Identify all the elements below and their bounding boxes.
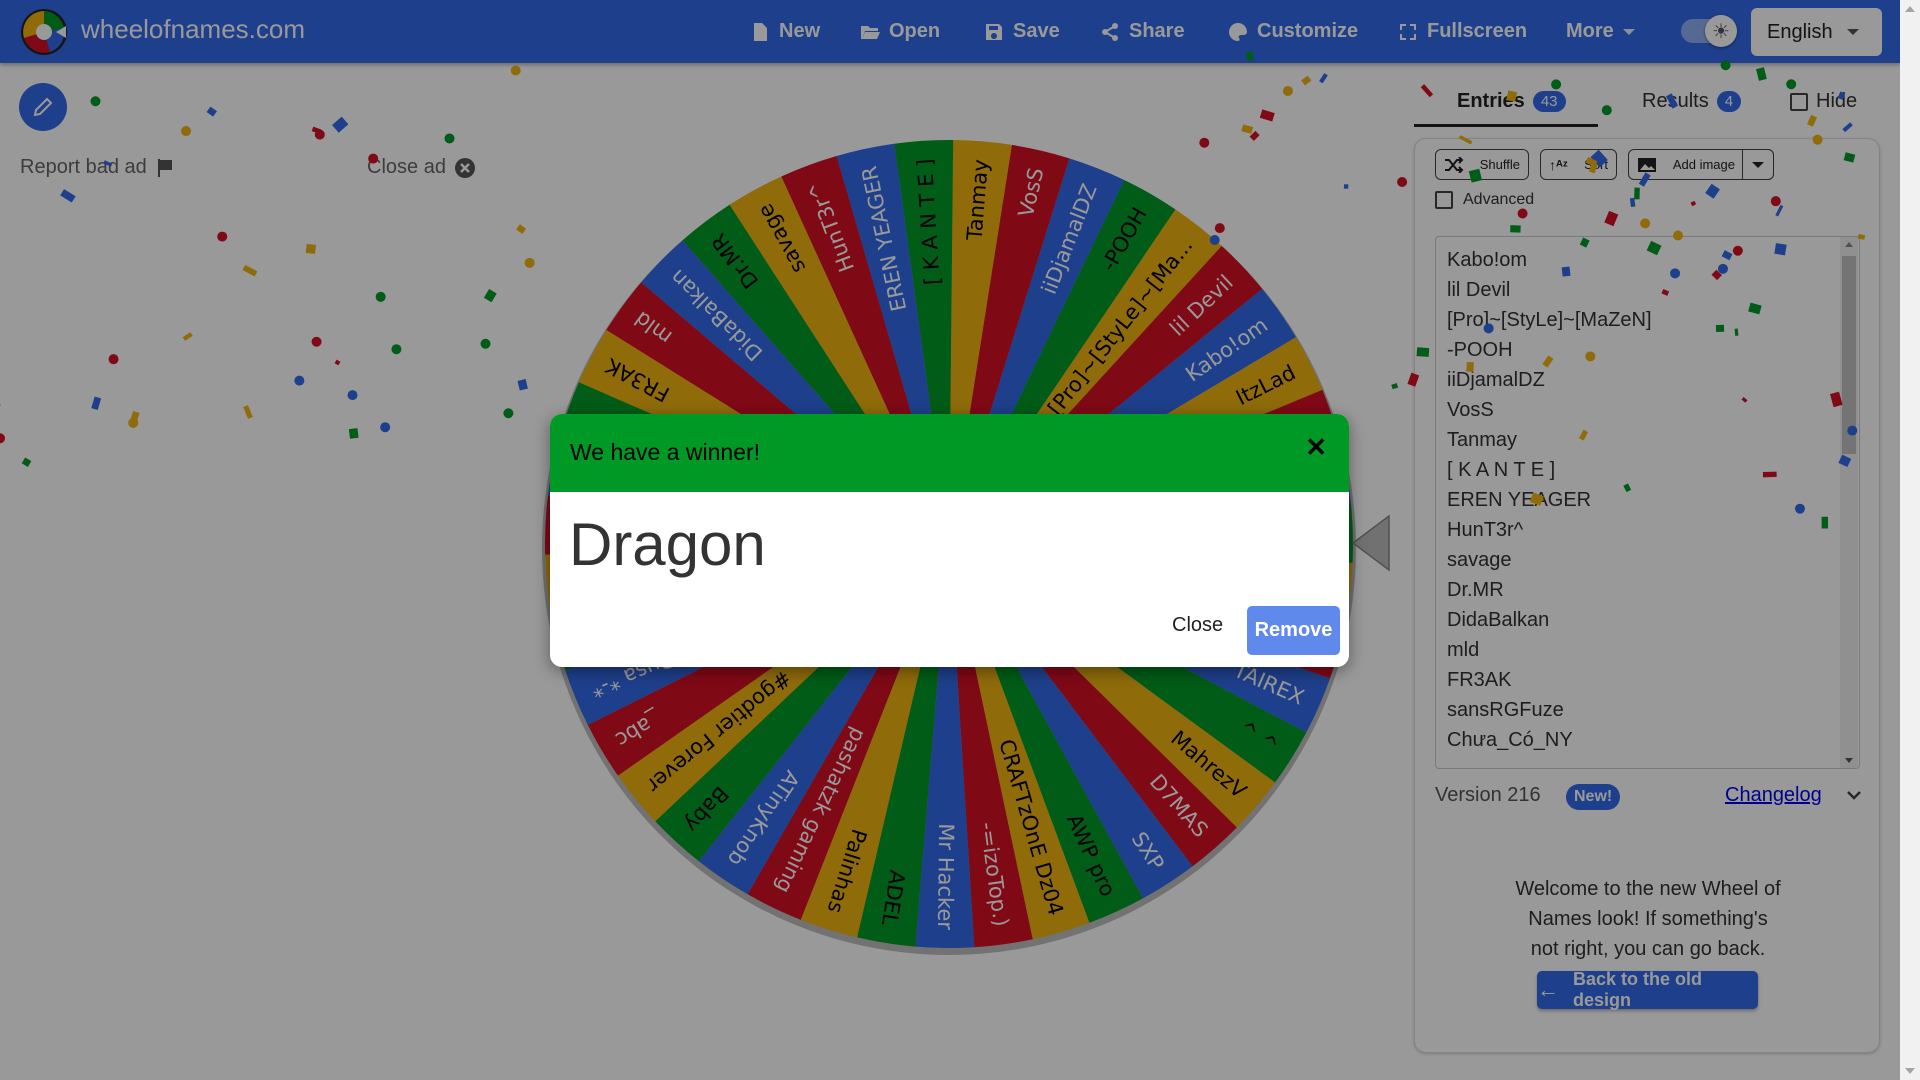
save-label: Save — [1013, 20, 1060, 42]
shuffle-icon — [1445, 156, 1464, 173]
folder-open-icon — [861, 25, 880, 39]
language-label: English — [1767, 20, 1833, 43]
active-tab-indicator — [1414, 124, 1598, 127]
back-button-label: Back to the old design — [1573, 969, 1703, 1010]
entries-scrollbar[interactable] — [1840, 237, 1858, 768]
add-image-dropdown[interactable] — [1742, 149, 1774, 180]
version-row: Version 216 New! Changelog — [1435, 784, 1861, 814]
wheel-pointer-icon — [1351, 514, 1390, 572]
advanced-label: Advanced — [1463, 191, 1535, 208]
arrow-left-icon: ← — [1537, 977, 1559, 1002]
share-icon — [1102, 22, 1118, 41]
fullscreen-button[interactable]: Fullscreen — [1398, 0, 1527, 63]
entries-count-badge: 43 — [1532, 91, 1566, 112]
entry-line: lil Devil — [1447, 279, 1511, 301]
remove-button[interactable]: Remove — [1247, 606, 1340, 655]
share-label: Share — [1129, 20, 1185, 42]
language-select[interactable]: English — [1751, 8, 1882, 56]
scroll-down-icon[interactable] — [1845, 758, 1853, 763]
entry-line: mld — [1447, 639, 1480, 661]
hide-label: Hide — [1816, 90, 1858, 112]
entry-line: sansRGFuze — [1447, 699, 1564, 721]
fullscreen-label: Fullscreen — [1427, 20, 1528, 42]
customize-button[interactable]: Customize — [1228, 0, 1358, 63]
checkbox-icon — [1435, 191, 1453, 209]
wheel-slice — [915, 544, 975, 948]
back-to-old-design-button[interactable]: ← Back to the old design — [1537, 969, 1758, 1010]
close-icon[interactable]: ✕ — [1305, 432, 1327, 462]
entry-line: Kabo!om — [1447, 249, 1528, 271]
welcome-text: Welcome to the new Wheel of Names look! … — [1515, 878, 1781, 960]
flag-icon — [157, 158, 172, 177]
open-button[interactable]: Open — [860, 0, 940, 63]
wheel-slice-label: Mr Hacker — [933, 823, 958, 930]
entry-line: Dr.MR — [1447, 579, 1504, 601]
scroll-up-icon[interactable] — [1905, 6, 1915, 12]
entry-line: Tanmay — [1447, 429, 1518, 451]
hide-checkbox[interactable]: Hide — [1790, 90, 1857, 113]
add-image-label: Add image — [1672, 157, 1735, 172]
sun-icon: ☀ — [1705, 15, 1737, 47]
share-button[interactable]: Share — [1100, 0, 1185, 63]
entry-line: HunT3r^ — [1447, 519, 1524, 541]
entry-line: [Pro]~[StyLe]~[MaZeN] — [1447, 309, 1652, 331]
site-name[interactable]: wheelofnames.com — [81, 14, 305, 44]
pencil-icon — [33, 97, 53, 117]
close-ad-link[interactable]: Close ad — [367, 156, 476, 179]
entry-line: EREN YEAGER — [1447, 489, 1592, 511]
entry-line: -POOH — [1447, 339, 1513, 361]
palette-icon — [1229, 22, 1247, 41]
top-bar: wheelofnames.com New Open Save Share Cus… — [0, 0, 1900, 63]
scroll-up-icon[interactable] — [1845, 242, 1853, 247]
close-button[interactable]: Close — [1172, 614, 1224, 636]
entry-line: FR3AK — [1447, 669, 1512, 691]
chevron-down-icon[interactable] — [1845, 786, 1863, 804]
entry-line: savage — [1447, 549, 1512, 571]
caret-down-icon — [1846, 29, 1859, 35]
fullscreen-icon — [1400, 23, 1416, 40]
sort-az-icon: ↑ᴬᶻ — [1549, 156, 1568, 173]
new-label: New — [779, 20, 821, 42]
image-icon — [1638, 157, 1656, 172]
floppy-icon — [986, 23, 1002, 40]
entry-line: DidaBalkan — [1447, 609, 1550, 631]
scroll-down-icon[interactable] — [1905, 1068, 1915, 1074]
save-button[interactable]: Save — [984, 0, 1060, 63]
winner-dialog-title: We have a winner! — [570, 439, 761, 465]
version-label: Version 216 — [1435, 784, 1541, 806]
winner-dialog: We have a winner! ✕ Dragon Close Remove — [550, 414, 1349, 667]
page-scrollbar[interactable] — [1900, 0, 1920, 1080]
winner-name: Dragon — [569, 511, 766, 578]
shuffle-label: Shuffle — [1479, 157, 1520, 172]
entries-card: Shuffle ↑ᴬᶻ Sort Add image Advanced Kabo… — [1414, 138, 1880, 1053]
entry-line: iiDjamalDZ — [1447, 369, 1545, 391]
advanced-checkbox[interactable]: Advanced — [1435, 191, 1534, 209]
customize-label: Customize — [1257, 20, 1359, 42]
dark-mode-toggle[interactable]: ☀ — [1681, 15, 1737, 47]
report-bad-ad-link[interactable]: Report bad ad — [20, 156, 175, 179]
file-icon — [754, 22, 767, 41]
edit-button[interactable] — [19, 83, 67, 131]
entries-textarea[interactable]: Kabo!om lil Devil [Pro]~[StyLe]~[MaZeN] -PO… — [1435, 236, 1860, 769]
checkbox-icon — [1790, 92, 1808, 111]
changelog-link[interactable]: Changelog — [1725, 784, 1822, 806]
new-button[interactable]: New — [750, 0, 820, 63]
caret-down-icon — [1622, 28, 1635, 35]
more-menu[interactable]: More — [1566, 0, 1635, 63]
open-label: Open — [889, 20, 941, 42]
logo-icon[interactable] — [20, 8, 68, 56]
close-circle-icon — [454, 157, 475, 178]
close-ad-label: Close ad — [367, 156, 446, 178]
entry-line: VosS — [1447, 399, 1494, 421]
entry-line: Chưa_Có_NY — [1447, 729, 1573, 751]
caret-down-icon — [1752, 161, 1764, 168]
new-badge: New! — [1566, 784, 1621, 810]
entry-line: [ K A N T E ] — [1447, 459, 1556, 481]
results-count-badge: 4 — [1716, 91, 1742, 112]
scrollbar-thumb[interactable] — [1842, 256, 1856, 454]
winner-dialog-header: We have a winner! ✕ — [550, 414, 1349, 492]
report-bad-ad-label: Report bad ad — [20, 156, 147, 178]
more-label: More — [1566, 20, 1614, 42]
